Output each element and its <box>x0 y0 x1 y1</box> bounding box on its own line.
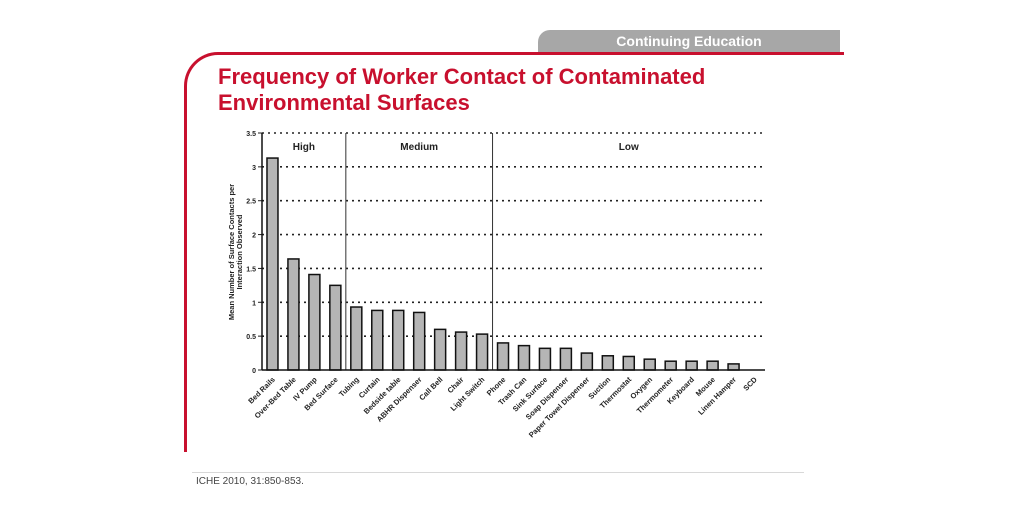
bar <box>329 284 342 371</box>
x-category-label: SCD <box>741 375 759 393</box>
bar <box>601 355 615 371</box>
bar <box>664 360 677 371</box>
x-category-label: Call Bell <box>417 375 444 402</box>
bar <box>727 363 740 371</box>
bar <box>643 358 656 371</box>
y-tick-label: 1 <box>252 300 256 307</box>
title-line-2: Environmental Surfaces <box>218 90 470 115</box>
footer-divider <box>192 472 804 473</box>
frame-mask <box>180 452 192 512</box>
bar <box>685 360 698 371</box>
citation: ICHE 2010, 31:850-853. <box>196 476 304 487</box>
bar <box>308 273 321 371</box>
group-label: Medium <box>400 142 438 153</box>
continuing-education-banner: Continuing Education <box>538 30 840 52</box>
bar <box>391 309 405 371</box>
title-line-1: Frequency of Worker Contact of Contamina… <box>218 64 706 89</box>
bar <box>371 309 384 371</box>
y-tick-label: 1.5 <box>246 266 256 273</box>
bar <box>475 333 489 371</box>
bar <box>580 352 594 371</box>
group-label: Low <box>619 142 639 153</box>
group-label: High <box>293 142 315 153</box>
y-axis-title-line-2: Interaction Observed <box>235 214 244 289</box>
y-tick-label: 2.5 <box>246 199 256 206</box>
axes <box>261 133 765 371</box>
bar <box>496 342 510 371</box>
bar <box>287 258 300 371</box>
y-axis-title-line-1: Mean Number of Surface Contacts per <box>227 184 236 320</box>
bar <box>412 311 426 371</box>
y-tick-label: 2 <box>252 233 256 240</box>
bar <box>266 157 279 371</box>
y-tick-labels: 0 0.5 1 1.5 2 2.5 3 3.5 <box>246 131 256 375</box>
bar <box>559 347 573 371</box>
bar <box>517 344 531 371</box>
y-tick-label: 3.5 <box>246 131 256 138</box>
y-tick-label: 0 <box>252 368 256 375</box>
y-tick-label: 3 <box>252 165 256 172</box>
bar <box>350 306 363 371</box>
slide-accent-frame <box>184 52 844 512</box>
bars <box>266 157 740 371</box>
bar <box>433 328 447 371</box>
bar <box>622 355 636 371</box>
slide-title: Frequency of Worker Contact of Contamina… <box>218 64 818 116</box>
bar <box>538 347 552 371</box>
bar <box>454 331 468 371</box>
group-dividers: High Medium Low <box>293 133 639 370</box>
bar <box>706 360 719 371</box>
y-axis-title: Mean Number of Surface Contacts per Inter… <box>227 184 244 320</box>
y-tick-label: 0.5 <box>246 334 256 341</box>
